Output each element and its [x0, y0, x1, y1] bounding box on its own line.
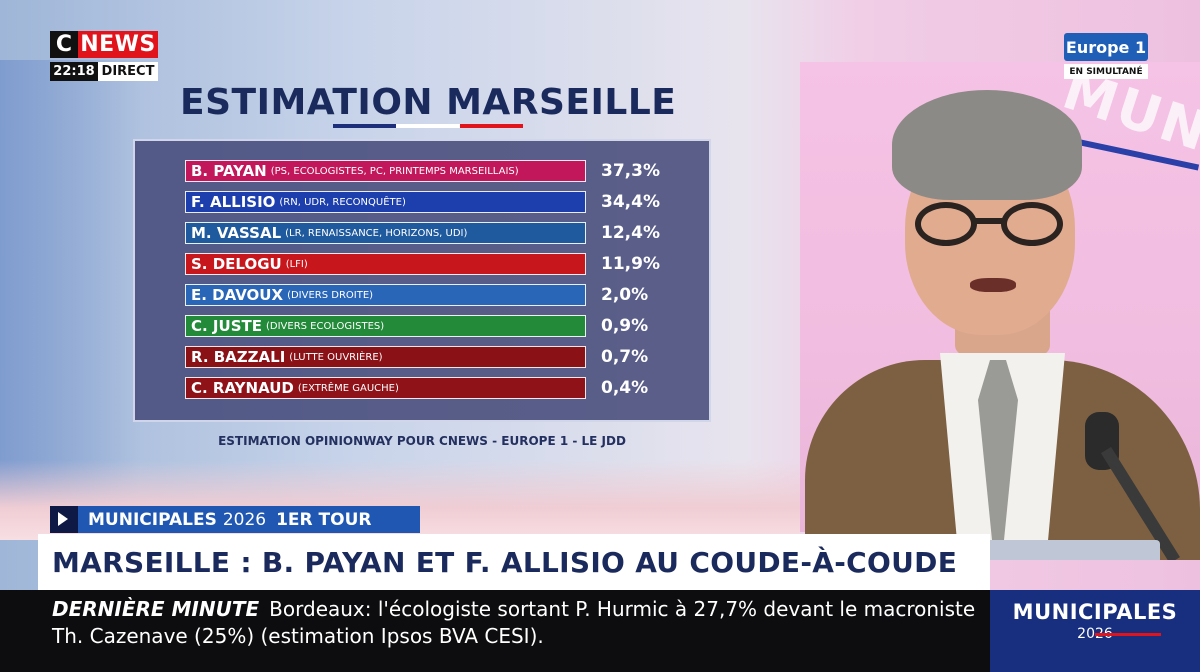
- candidate-bar: E. DAVOUX (DIVERS DROITE): [185, 284, 586, 306]
- candidate-name: R. BAZZALI: [191, 348, 286, 366]
- live-badge: DIRECT: [98, 62, 158, 81]
- cnews-logo-c: C: [50, 31, 78, 58]
- candidate-row: R. BAZZALI (LUTTE OUVRIÈRE) 0,7%: [185, 346, 709, 377]
- candidate-bar: C. RAYNAUD (EXTRÊME GAUCHE): [185, 377, 586, 399]
- candidate-row: C. JUSTE (DIVERS ECOLOGISTES) 0,9%: [185, 315, 709, 346]
- candidate-name: S. DELOGU: [191, 255, 282, 273]
- candidate-percent: 2,0%: [601, 285, 649, 305]
- tricolor-underline: [333, 124, 523, 128]
- candidate-party: (EXTRÊME GAUCHE): [297, 382, 399, 394]
- candidate-bar: C. JUSTE (DIVERS ECOLOGISTES): [185, 315, 586, 337]
- candidate-bar: S. DELOGU (LFI): [185, 253, 586, 275]
- program-box: MUNICIPALES 2026: [990, 590, 1200, 672]
- candidate-row: C. RAYNAUD (EXTRÊME GAUCHE) 0,4%: [185, 377, 709, 408]
- candidate-name: F. ALLISIO: [191, 193, 276, 211]
- simulcast-badge: EN SIMULTANÉ: [1064, 64, 1148, 79]
- results-board: B. PAYAN (PS, ECOLOGISTES, PC, PRINTEMPS…: [133, 139, 711, 422]
- candidate-percent: 0,7%: [601, 347, 649, 367]
- candidate-bar: F. ALLISIO (RN, UDR, RECONQUÊTE): [185, 191, 586, 213]
- presenter-mouth: [970, 278, 1016, 292]
- ticker-text: DERNIÈRE MINUTE Bordeaux: l'écologiste so…: [52, 596, 982, 650]
- topic-year: 2026: [222, 509, 267, 530]
- cnews-logo-news: NEWS: [78, 31, 158, 58]
- ticker-tag: DERNIÈRE MINUTE: [52, 597, 260, 621]
- candidate-bar: B. PAYAN (PS, ECOLOGISTES, PC, PRINTEMPS…: [185, 160, 586, 182]
- ticker-message: Bordeaux: l'écologiste sortant P. Hurmic…: [52, 597, 976, 648]
- candidate-name: C. RAYNAUD: [191, 379, 294, 397]
- candidate-party: (DIVERS DROITE): [287, 289, 374, 301]
- program-redline: [1095, 633, 1161, 636]
- studio-light: [0, 60, 140, 520]
- presenter-hair: [892, 90, 1082, 200]
- candidate-name: C. JUSTE: [191, 317, 262, 335]
- broadcast-clock: 22:18 DIRECT: [50, 62, 158, 81]
- europe1-logo: Europe 1: [1064, 33, 1148, 61]
- cnews-logo: C NEWS: [50, 31, 158, 58]
- candidate-percent: 12,4%: [601, 223, 660, 243]
- candidate-party: (DIVERS ECOLOGISTES): [265, 320, 385, 332]
- laptop: [985, 540, 1160, 560]
- topic-label: MUNICIPALES 2026 1ER TOUR: [78, 506, 420, 533]
- topic-banner: MUNICIPALES 2026 1ER TOUR: [50, 506, 420, 533]
- candidate-percent: 0,4%: [601, 378, 649, 398]
- candidate-row: F. ALLISIO (RN, UDR, RECONQUÊTE) 34,4%: [185, 191, 709, 222]
- presenter-glasses: [915, 202, 1065, 248]
- candidate-row: B. PAYAN (PS, ECOLOGISTES, PC, PRINTEMPS…: [185, 160, 709, 191]
- candidate-bar: M. VASSAL (LR, RENAISSANCE, HORIZONS, UD…: [185, 222, 586, 244]
- candidate-percent: 11,9%: [601, 254, 660, 274]
- topic-main: MUNICIPALES: [88, 509, 217, 530]
- candidate-name: E. DAVOUX: [191, 286, 284, 304]
- candidate-row: M. VASSAL (LR, RENAISSANCE, HORIZONS, UD…: [185, 222, 709, 253]
- candidate-name: M. VASSAL: [191, 224, 282, 242]
- topic-round: 1ER TOUR: [276, 509, 372, 530]
- candidate-row: S. DELOGU (LFI) 11,9%: [185, 253, 709, 284]
- candidate-party: (LR, RENAISSANCE, HORIZONS, UDI): [285, 227, 468, 239]
- poll-source: ESTIMATION OPINIONWAY POUR CNEWS - EUROP…: [218, 434, 626, 448]
- candidate-percent: 0,9%: [601, 316, 649, 336]
- candidate-name: B. PAYAN: [191, 162, 267, 180]
- candidate-party: (LUTTE OUVRIÈRE): [289, 351, 383, 363]
- program-year: 2026: [1077, 626, 1113, 642]
- play-arrow-icon: [50, 506, 78, 533]
- candidate-percent: 37,3%: [601, 161, 660, 181]
- candidate-percent: 34,4%: [601, 192, 660, 212]
- candidate-party: (RN, UDR, RECONQUÊTE): [279, 196, 406, 208]
- program-title: MUNICIPALES: [1012, 600, 1178, 624]
- candidate-row: E. DAVOUX (DIVERS DROITE) 2,0%: [185, 284, 709, 315]
- candidate-party: (LFI): [285, 258, 308, 270]
- headline-banner: MARSEILLE : B. PAYAN ET F. ALLISIO AU CO…: [38, 534, 990, 590]
- estimation-title: ESTIMATION MARSEILLE: [180, 82, 677, 123]
- presenter: [800, 90, 1200, 560]
- candidate-party: (PS, ECOLOGISTES, PC, PRINTEMPS MARSEILL…: [270, 165, 519, 177]
- candidate-bar: R. BAZZALI (LUTTE OUVRIÈRE): [185, 346, 586, 368]
- clock-time: 22:18: [50, 62, 98, 81]
